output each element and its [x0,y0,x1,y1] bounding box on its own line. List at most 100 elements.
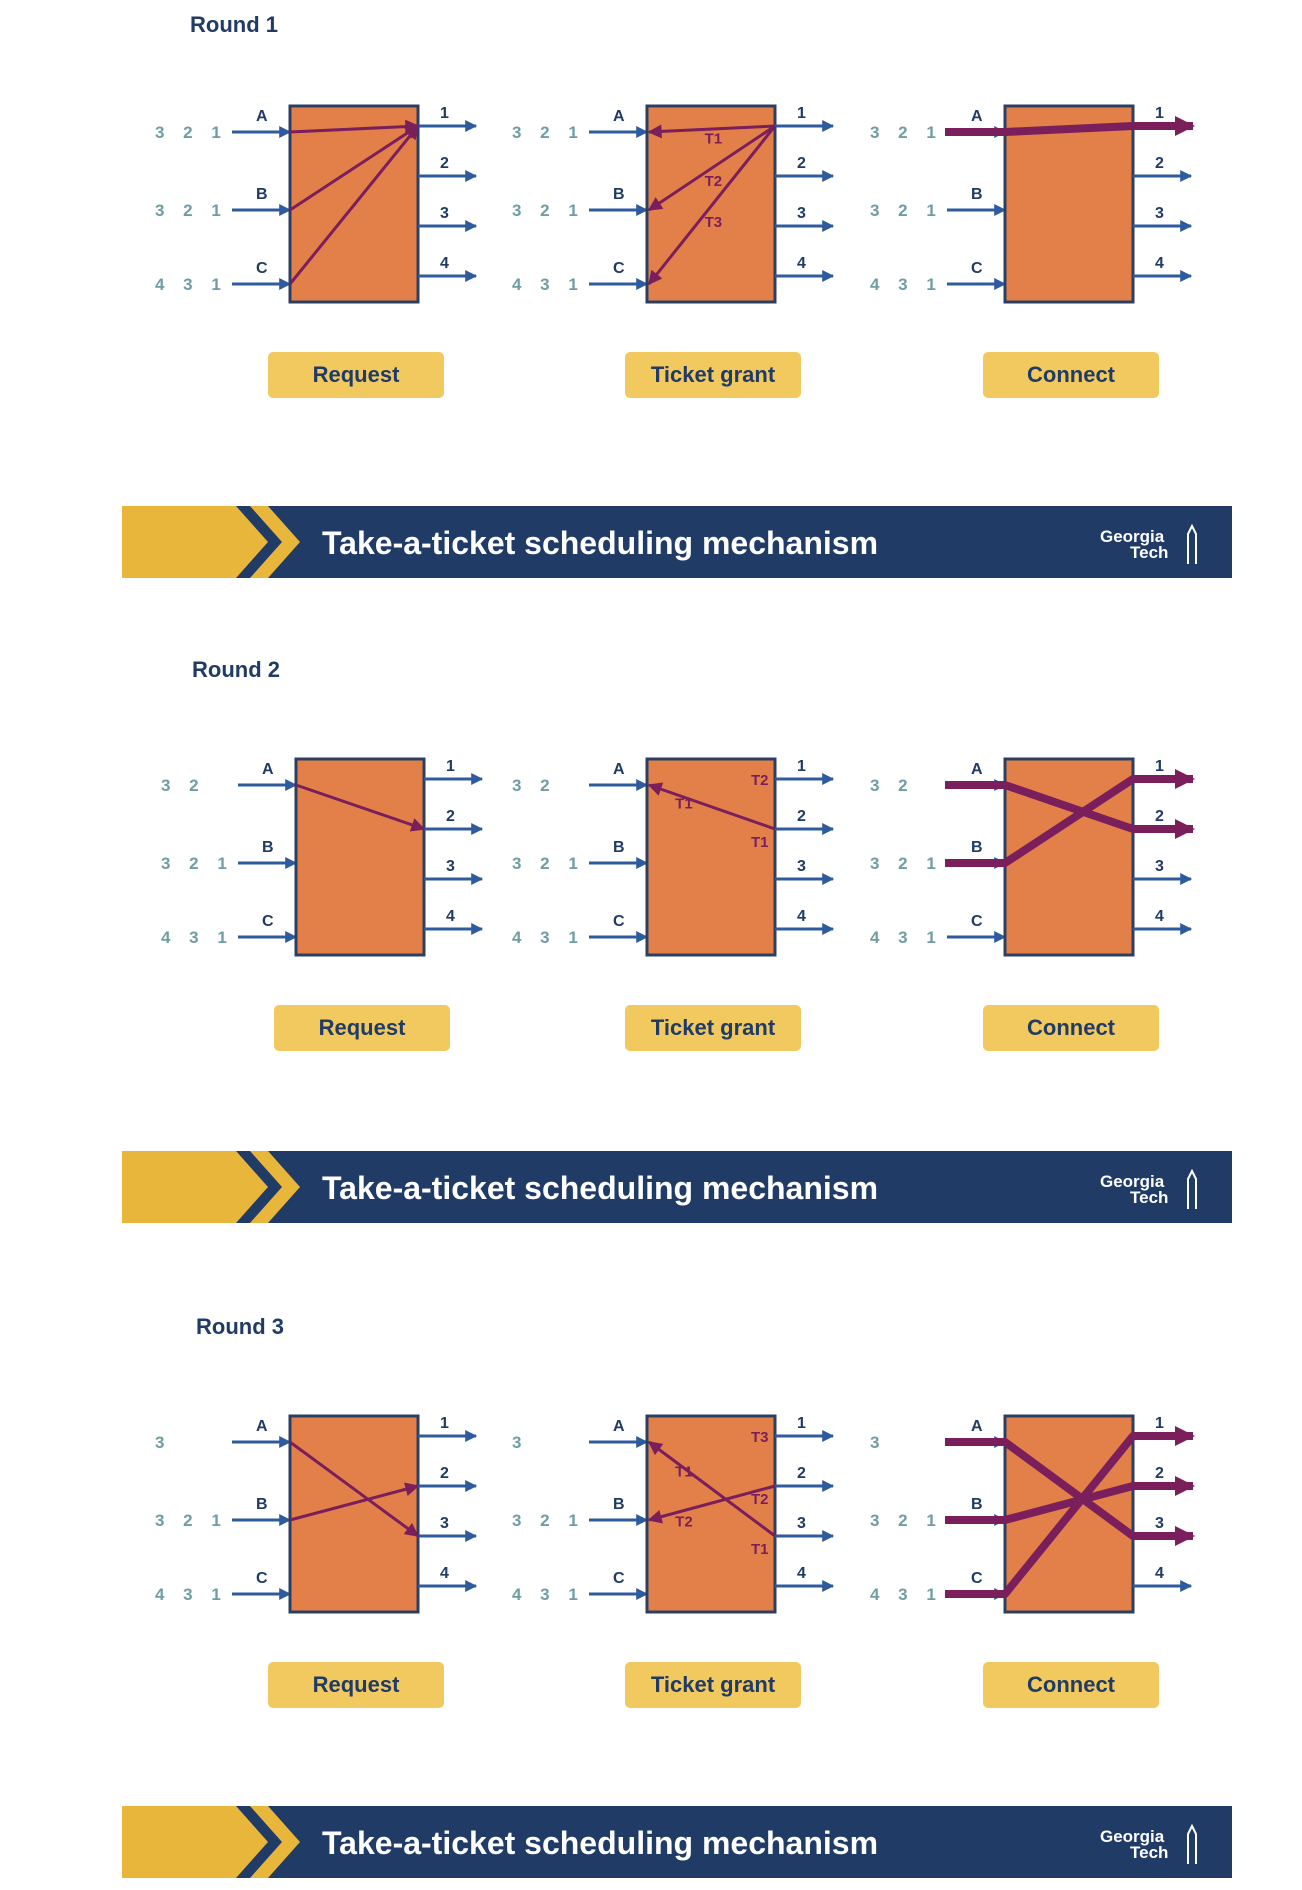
output-port-label: 4 [797,1565,806,1582]
banner-gold-block [122,506,268,578]
output-port-label: 4 [797,908,806,925]
output-port-label: 4 [1155,908,1164,925]
tech-tower-icon [1187,1823,1197,1864]
output-port-label: 4 [440,255,449,272]
input-queue: 3 2 1 [155,1511,228,1530]
input-queue: 3 2 1 [870,123,943,142]
output-port-label: 1 [797,758,806,775]
input-queue: 3 2 [161,776,206,795]
output-port-label: 3 [1155,858,1164,875]
output-port-label: 4 [440,1565,449,1582]
connection-path [945,781,1195,839]
output-port-label: 2 [446,808,455,825]
input-port-label: C [256,260,268,277]
output-port-label: 3 [446,858,455,875]
banner-chevron [250,506,300,578]
output-ticket-label: T3 [751,1429,769,1446]
input-port-label: C [971,260,983,277]
input-queue: 4 3 1 [512,928,585,947]
step-button-label: Connect [1027,362,1116,387]
ticket-label: T1 [675,796,693,813]
ticket-grant-button: Ticket grant [625,1005,801,1051]
connect-button: Connect [983,1005,1159,1051]
input-queue: 3 2 1 [870,854,943,873]
input-queue: 4 3 1 [870,275,943,294]
ticket-arrow [647,124,776,139]
output-ticket-label: T1 [751,1541,769,1558]
connection-path [945,769,1195,867]
ticket-grant-panel: 3 A 3 2 1 B 4 3 1 C 1 2 3 4 T1 T1 T2 T2 T3 Ticket grant [512,1414,835,1708]
banner-gold-block [122,1806,268,1878]
request-arrow [289,124,420,212]
output-port-label: 2 [1155,155,1164,172]
tech-tower-icon [1187,1168,1197,1209]
slide-banner: Take-a-ticket scheduling mechanism Georgi… [122,506,1232,578]
input-port-label: B [256,186,268,203]
connect-button: Connect [983,1662,1159,1708]
banner-background [122,1806,1232,1878]
input-queue: 4 3 1 [512,1585,585,1604]
round-title: Round 2 [192,657,280,682]
input-queue: 3 2 1 [512,201,585,220]
ticket-arrow [647,125,777,286]
input-port-label: A [256,108,268,125]
step-button-bg [268,1662,444,1708]
round-3: Round 3 3 A 3 2 1 B 4 3 1 C 1 2 3 4 Request 3 A 3 2 1 B… [122,1314,1232,1878]
output-port-label: 1 [797,105,806,122]
output-port-label: 2 [440,155,449,172]
logo-text-line1: Georgia [1100,527,1165,546]
ticket-arrow [647,1484,776,1524]
output-port-label: 4 [1155,255,1164,272]
output-port-label: 1 [1155,105,1164,122]
banner-chevron [250,1151,300,1223]
step-button-label: Request [313,1672,400,1697]
step-button-bg [983,1662,1159,1708]
ticket-label: T1 [705,130,723,147]
connect-panel: 3 2 1 A 3 2 1 B 4 3 1 C 1 2 3 4 Connect [870,104,1195,398]
input-port-label: B [971,186,983,203]
input-queue: 3 2 1 [155,201,228,220]
input-queue: 3 [870,1433,886,1452]
input-port-label: B [613,1496,625,1513]
request-panel: 3 2 1 A 3 2 1 B 4 3 1 C 1 2 3 4 Request [155,104,478,398]
connect-panel: 3 A 3 2 1 B 4 3 1 C 1 2 3 4 Connect [870,1414,1195,1708]
ticket-label: T3 [705,214,723,231]
request-arrow [295,783,426,832]
connect-panel: 3 2 A 3 2 1 B 4 3 1 C 1 2 3 4 Connect [870,757,1195,1051]
input-queue: 4 3 1 [155,1585,228,1604]
input-port-label: B [971,839,983,856]
input-port-label: A [262,761,274,778]
step-button-label: Ticket grant [651,1015,776,1040]
input-queue: 3 2 1 [512,1511,585,1530]
connection-path [945,1476,1195,1524]
request-arrow [289,119,420,134]
output-port-label: 1 [446,758,455,775]
output-ticket-label: T1 [751,834,769,851]
output-ticket-label: T2 [751,1491,769,1508]
request-arrow [288,124,420,285]
output-port-label: 3 [1155,1515,1164,1532]
banner-chevron [250,1806,300,1878]
input-queue: 3 2 1 [870,1511,943,1530]
input-port-label: C [613,913,625,930]
ticket-label: T2 [705,173,723,190]
input-port-label: A [971,761,983,778]
input-port-label: B [613,186,625,203]
request-button: Request [268,352,444,398]
step-button-label: Request [319,1015,406,1040]
ticket-label: T2 [675,1514,693,1531]
output-port-label: 4 [1155,1565,1164,1582]
input-port-label: C [262,913,274,930]
input-queue: 3 2 1 [512,854,585,873]
ticket-arrow [647,124,776,212]
ticket-grant-panel: 3 2 1 A 3 2 1 B 4 3 1 C 1 2 3 4 T1 T2 T3 Ticket grant [512,104,835,398]
logo-text-line2: Tech [1130,1188,1168,1207]
connect-button: Connect [983,352,1159,398]
output-port-label: 1 [797,1415,806,1432]
tech-tower-icon [1187,523,1197,564]
input-queue: 3 2 1 [161,854,234,873]
logo-text-line2: Tech [1130,1843,1168,1862]
input-port-label: C [613,260,625,277]
output-port-label: 2 [797,808,806,825]
